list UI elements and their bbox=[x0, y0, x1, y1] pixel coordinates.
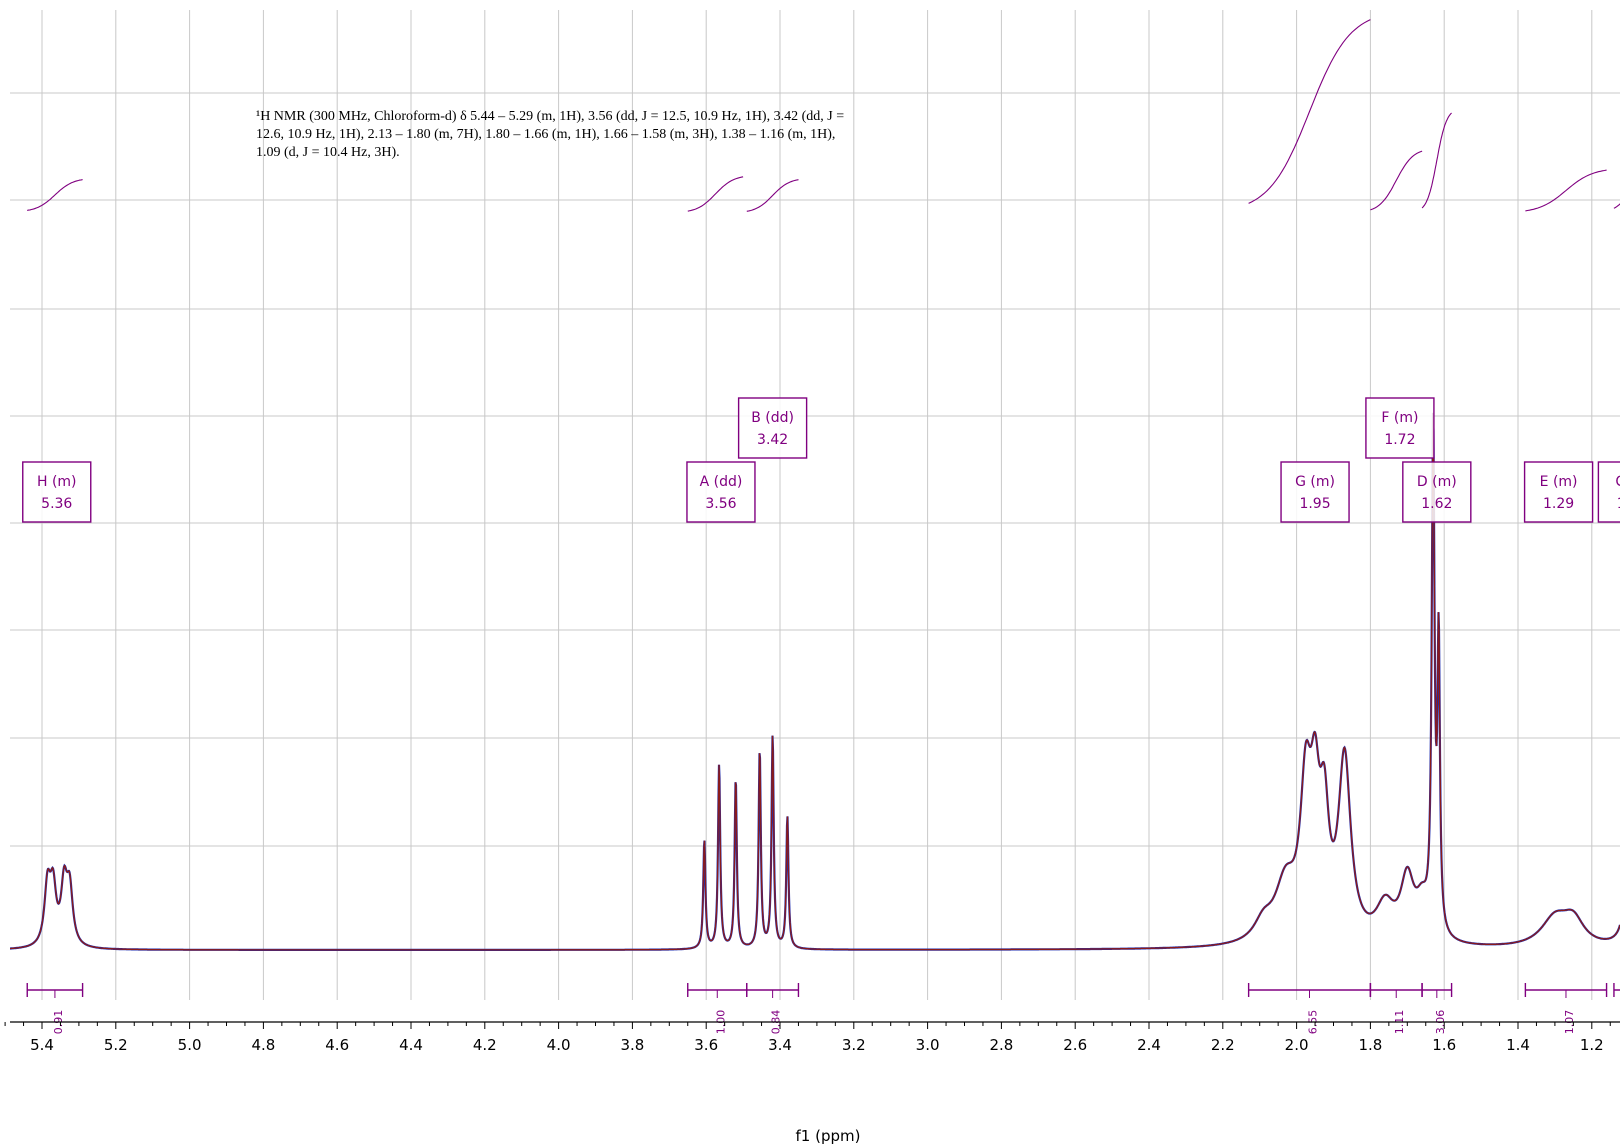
peak-label-shift: 5.36 bbox=[41, 496, 72, 512]
x-tick-label: 2.6 bbox=[1063, 1036, 1087, 1054]
integral-curve bbox=[1370, 150, 1423, 211]
x-tick-label: 1.6 bbox=[1432, 1036, 1456, 1054]
x-tick-label: 2.2 bbox=[1211, 1036, 1235, 1054]
peak-label-box bbox=[1365, 397, 1435, 459]
peak-label-box bbox=[22, 461, 92, 523]
integral-bar: 1.11 bbox=[1369, 983, 1423, 1034]
x-tick-label: 1.4 bbox=[1506, 1036, 1530, 1054]
integral-curve bbox=[1421, 112, 1452, 209]
x-axis: f1 (ppm) 5.4 5.2 5.0 4.8 4.6 4.4 4.2 4.0 3.8 3.6 3… bbox=[4, 1021, 1620, 1145]
integral-curve bbox=[27, 179, 83, 211]
integral-curve bbox=[687, 176, 744, 212]
peak-label: F (m) 1.72 bbox=[1365, 397, 1435, 459]
x-tick-label: 3.0 bbox=[916, 1036, 940, 1054]
peak-label: D (m) 1.62 bbox=[1402, 461, 1472, 523]
peak-label: A (dd) 3.56 bbox=[686, 461, 756, 523]
peak-label-name: E (m) bbox=[1540, 474, 1578, 490]
peak-label-shift: 1.62 bbox=[1421, 496, 1452, 512]
integral-curve bbox=[1525, 169, 1607, 212]
integral-bar: 3.06 bbox=[1421, 983, 1453, 1034]
integral-bar: 6.55 bbox=[1247, 983, 1372, 1034]
peak-label-shift: 1.72 bbox=[1384, 432, 1415, 448]
x-tick-label: 2.8 bbox=[989, 1036, 1013, 1054]
peak-label: C (d) 1.09 bbox=[1597, 461, 1620, 523]
peak-label-name: F (m) bbox=[1381, 410, 1418, 426]
integral-bar: 1.00 bbox=[687, 983, 748, 1034]
peak-label-name: D (m) bbox=[1417, 474, 1457, 490]
peak-label-name: C (d) bbox=[1615, 474, 1620, 490]
peak-label-shift: 1.29 bbox=[1543, 496, 1574, 512]
x-tick-label: 1.8 bbox=[1358, 1036, 1382, 1054]
peak-label-name: A (dd) bbox=[700, 474, 743, 490]
x-tick-label: 3.4 bbox=[768, 1036, 792, 1054]
x-tick-label: 3.6 bbox=[694, 1036, 718, 1054]
x-tick-label: 3.8 bbox=[620, 1036, 644, 1054]
spectrum-trace-blue bbox=[10, 412, 1620, 951]
integral-curve bbox=[1248, 19, 1371, 204]
x-tick-label: 4.4 bbox=[399, 1036, 423, 1054]
x-tick-label: 5.4 bbox=[30, 1036, 54, 1054]
integral-curve bbox=[746, 179, 799, 212]
peak-label-name: H (m) bbox=[37, 474, 77, 490]
nmr-annotation-text: ¹H NMR (300 MHz, Chloroform-d) δ 5.44 – … bbox=[256, 109, 845, 160]
x-tick-label: 4.8 bbox=[251, 1036, 275, 1054]
peak-label-shift: 3.56 bbox=[705, 496, 736, 512]
peak-labels: H (m) 5.36 A (dd) 3.56 B (dd) 3.42 G (m) 1.95 F … bbox=[22, 397, 1620, 523]
peak-label-box bbox=[1280, 461, 1350, 523]
x-tick-label: 3.2 bbox=[842, 1036, 866, 1054]
peak-label: G (m) 1.95 bbox=[1280, 461, 1350, 523]
integral-bar: 0.84 bbox=[746, 983, 800, 1034]
x-axis-label: f1 (ppm) bbox=[796, 1127, 861, 1145]
peak-label-box bbox=[1597, 461, 1620, 523]
x-tick-label: 4.0 bbox=[547, 1036, 571, 1054]
peak-label-shift: 1.95 bbox=[1299, 496, 1330, 512]
integral-bar: 1.07 bbox=[1524, 983, 1608, 1034]
x-tick-label: 1.2 bbox=[1580, 1036, 1604, 1054]
integral-curves bbox=[27, 19, 1620, 212]
peak-label-box bbox=[1523, 461, 1594, 523]
spectrum-trace bbox=[10, 412, 1620, 951]
x-tick-label: 5.0 bbox=[178, 1036, 202, 1054]
x-tick-label: 2.4 bbox=[1137, 1036, 1161, 1054]
peak-label-box bbox=[737, 397, 808, 459]
peak-label-name: G (m) bbox=[1295, 474, 1335, 490]
peak-label-shift: 3.42 bbox=[757, 432, 788, 448]
peak-label: E (m) 1.29 bbox=[1523, 461, 1594, 523]
x-tick-label: 4.6 bbox=[325, 1036, 349, 1054]
integral-bar: 0.91 bbox=[26, 983, 84, 1034]
peak-label-name: B (dd) bbox=[751, 410, 794, 426]
peak-label: B (dd) 3.42 bbox=[737, 397, 808, 459]
integral-curve bbox=[1613, 203, 1620, 209]
spectrum-trace-red bbox=[10, 412, 1620, 951]
x-tick-label: 5.2 bbox=[104, 1036, 128, 1054]
peak-label-box bbox=[1402, 461, 1472, 523]
peak-label: H (m) 5.36 bbox=[22, 461, 92, 523]
peak-label-box bbox=[686, 461, 756, 523]
x-tick-label: 2.0 bbox=[1285, 1036, 1309, 1054]
x-tick-label: 4.2 bbox=[473, 1036, 497, 1054]
peak-label-shift: 1.09 bbox=[1617, 496, 1620, 512]
integral-bar: 2.77 bbox=[1613, 983, 1620, 997]
integral-bars: 0.91 1.000.84 6.551.113.06 1.07 2.77 bbox=[26, 983, 1620, 1034]
